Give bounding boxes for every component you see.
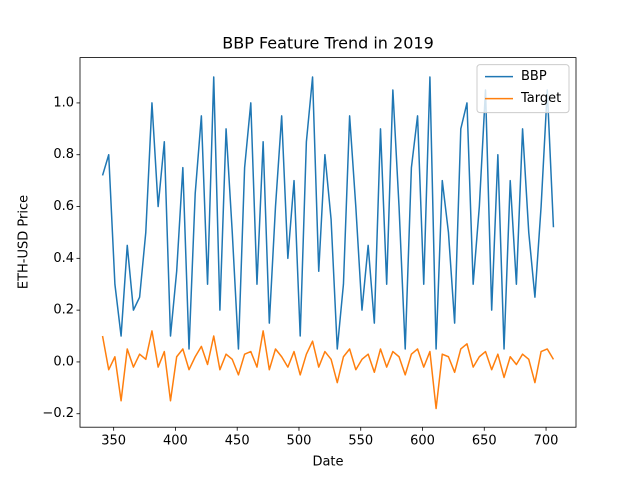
y-tick-label: 0.6	[53, 199, 74, 214]
x-tick-label: 450	[225, 434, 250, 449]
legend-label: BBP	[521, 69, 547, 84]
chart-title: BBP Feature Trend in 2019	[222, 34, 434, 53]
y-tick-label: 0.0	[53, 354, 74, 369]
x-tick-label: 700	[534, 434, 559, 449]
y-axis-label: ETH-USD Price	[17, 195, 32, 289]
line-series	[101, 76, 555, 350]
x-tick-label: 650	[472, 434, 497, 449]
y-tick-label: 0.8	[53, 147, 74, 162]
y-tick-label: 1.0	[53, 95, 74, 110]
y-tick-label: 0.4	[53, 251, 74, 266]
line-series	[101, 330, 555, 410]
x-tick-label: 350	[101, 434, 126, 449]
plot-frame	[79, 57, 577, 428]
y-tick-label: 0.2	[53, 303, 74, 318]
x-tick-label: 500	[287, 434, 312, 449]
x-tick-label: 550	[348, 434, 373, 449]
x-tick-label: 600	[410, 434, 435, 449]
legend-label: Target	[520, 91, 561, 106]
x-tick-label: 400	[163, 434, 188, 449]
x-axis-label: Date	[312, 455, 343, 470]
y-tick-label: −0.2	[42, 406, 74, 421]
